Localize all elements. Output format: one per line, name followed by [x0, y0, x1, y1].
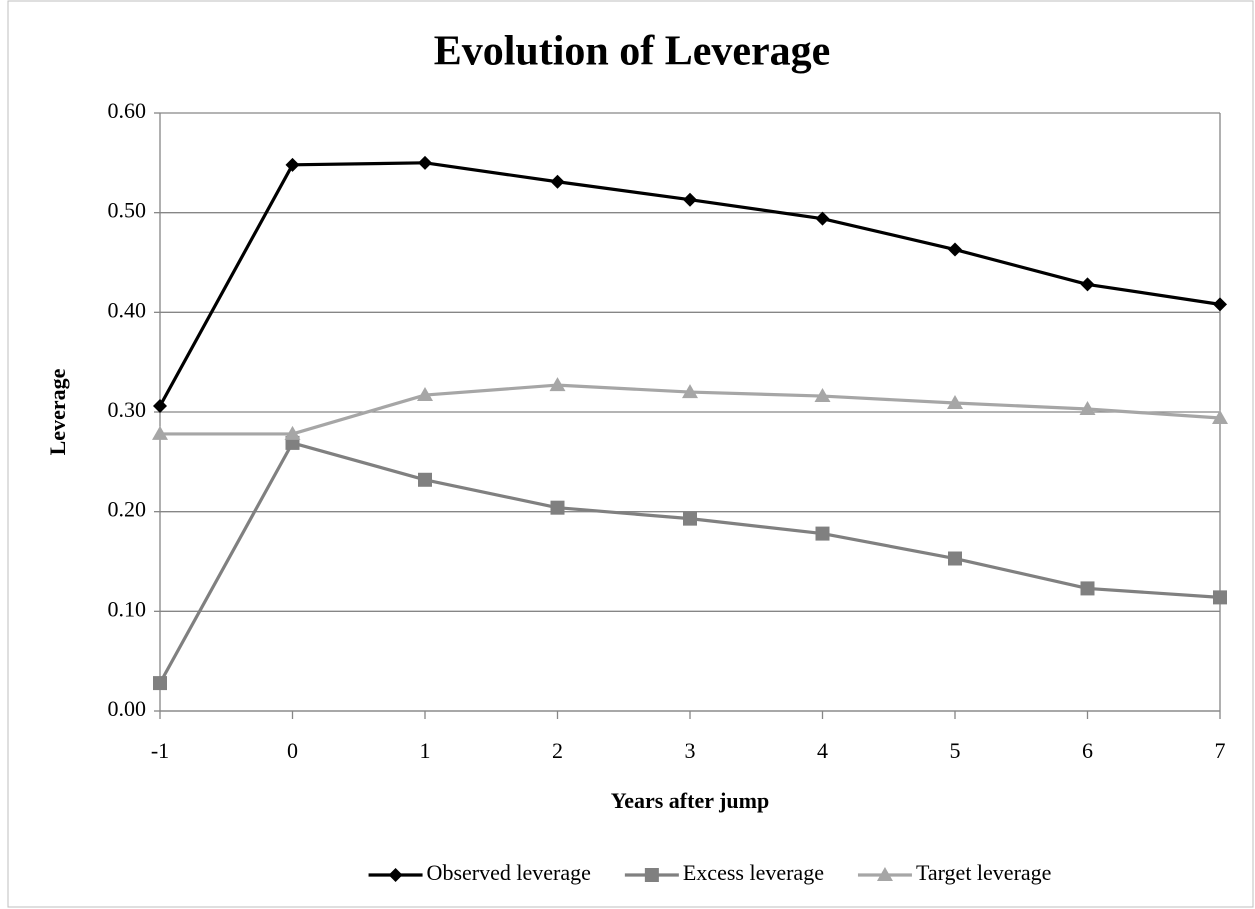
marker: [876, 867, 893, 881]
x-tick-label: 3: [685, 738, 696, 763]
marker: [418, 155, 432, 170]
legend-label: Target leverage: [916, 860, 1051, 885]
marker: [815, 211, 830, 226]
marker: [947, 395, 963, 410]
x-tick-label: 6: [1082, 738, 1093, 763]
x-tick-label: 7: [1215, 738, 1226, 763]
legend: Observed leverage Excess leverage Target l…: [368, 860, 1051, 885]
x-axis-title: Years after jump: [611, 788, 769, 813]
marker: [683, 511, 697, 526]
marker: [550, 500, 565, 515]
marker: [948, 551, 962, 566]
y-tick-label: 0.60: [108, 98, 147, 123]
marker: [1213, 590, 1227, 605]
x-tick-label: 1: [420, 738, 431, 763]
x-tick-label: 2: [552, 738, 563, 763]
marker: [1212, 409, 1228, 424]
marker: [1080, 581, 1095, 596]
marker: [682, 384, 698, 399]
marker: [644, 868, 659, 882]
y-tick-label: 0.40: [108, 297, 147, 322]
x-tick-label: 4: [817, 738, 828, 763]
marker: [388, 868, 403, 882]
marker: [1080, 277, 1095, 292]
chart-frame: [7, 0, 1254, 908]
marker: [815, 526, 830, 541]
marker: [948, 242, 962, 257]
y-tick-label: 0.20: [108, 497, 147, 522]
y-tick-label: 0.00: [108, 696, 147, 721]
marker: [814, 388, 831, 403]
marker: [153, 676, 167, 691]
marker: [418, 472, 432, 487]
marker: [153, 399, 167, 414]
x-tick-label: 0: [287, 738, 298, 763]
marker: [1213, 297, 1227, 312]
x-tick-label: 5: [950, 738, 961, 763]
chart-title: Evolution of Leverage: [434, 29, 831, 75]
y-axis-title: Leverage: [45, 368, 70, 455]
marker: [417, 387, 433, 402]
y-tick-label: 0.30: [108, 397, 147, 422]
marker: [683, 192, 697, 207]
marker: [549, 377, 566, 392]
marker: [1079, 401, 1096, 416]
marker: [284, 425, 301, 440]
legend-label: Observed leverage: [427, 860, 591, 885]
x-tick-label: -1: [151, 738, 169, 763]
y-tick-label: 0.10: [108, 596, 147, 621]
marker: [550, 174, 565, 189]
y-tick-label: 0.50: [108, 198, 147, 223]
legend-label: Excess leverage: [683, 860, 824, 885]
marker: [152, 425, 168, 440]
marker: [285, 157, 300, 172]
